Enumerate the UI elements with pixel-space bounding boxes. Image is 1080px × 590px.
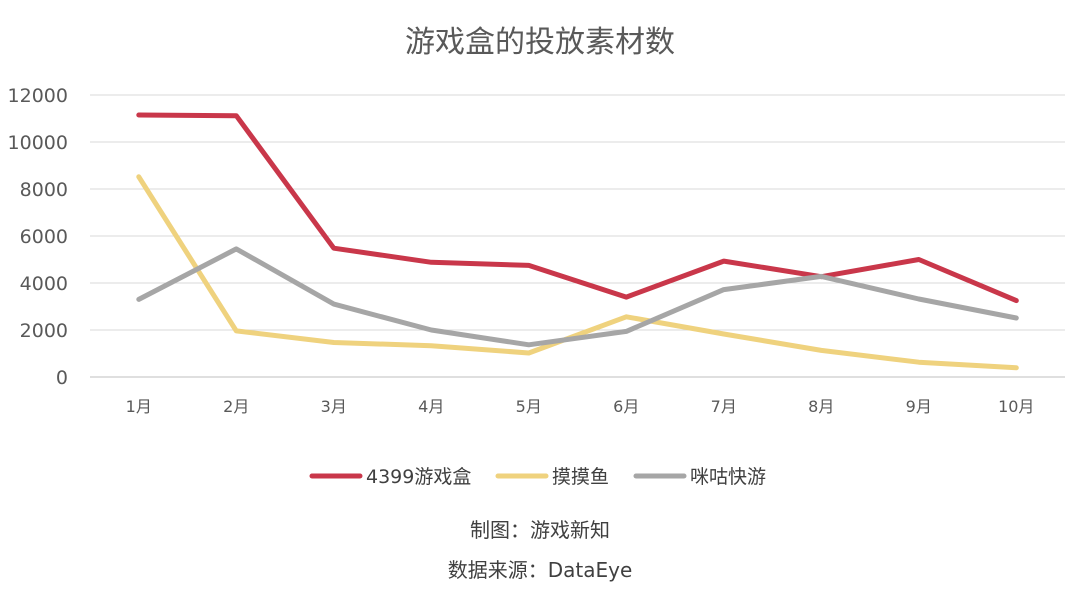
- y-tick-label: 0: [56, 367, 68, 389]
- x-tick-label: 4月: [418, 397, 444, 416]
- legend-label-3: 咪咕快游: [690, 466, 766, 488]
- series-line-1: [136, 112, 1019, 304]
- x-tick-label: 6月: [613, 397, 639, 416]
- legend-label-1: 4399游戏盒: [366, 466, 471, 488]
- y-tick-label: 10000: [8, 132, 68, 154]
- y-tick-label: 8000: [20, 179, 68, 201]
- credit-line-1: 制图：游戏新知: [470, 518, 610, 542]
- x-tick-label: 7月: [711, 397, 737, 416]
- legend-label-2: 摸摸鱼: [552, 466, 609, 488]
- x-tick-label: 9月: [906, 397, 932, 416]
- x-tick-label: 5月: [516, 397, 542, 416]
- x-axis: 1月 2月 3月 4月 5月 6月 7月 8月 9月 10月: [126, 397, 1035, 416]
- chart-title: 游戏盒的投放素材数: [405, 25, 675, 60]
- series-lines: [136, 112, 1019, 371]
- y-tick-label: 4000: [20, 273, 68, 295]
- series-line-2: [136, 174, 1019, 371]
- series-line-3: [136, 246, 1019, 348]
- y-tick-label: 12000: [8, 85, 68, 107]
- x-tick-label: 1月: [126, 397, 152, 416]
- x-tick-label: 2月: [223, 397, 249, 416]
- x-tick-label: 8月: [808, 397, 834, 416]
- y-tick-label: 6000: [20, 226, 68, 248]
- x-tick-label: 10月: [998, 397, 1034, 416]
- credit-line-2: 数据来源：DataEye: [448, 558, 633, 582]
- legend: 4399游戏盒 摸摸鱼 咪咕快游: [309, 466, 766, 488]
- y-tick-label: 2000: [20, 320, 68, 342]
- y-axis: 0 2000 4000 6000 8000 10000 12000: [8, 85, 68, 389]
- x-tick-label: 3月: [321, 397, 347, 416]
